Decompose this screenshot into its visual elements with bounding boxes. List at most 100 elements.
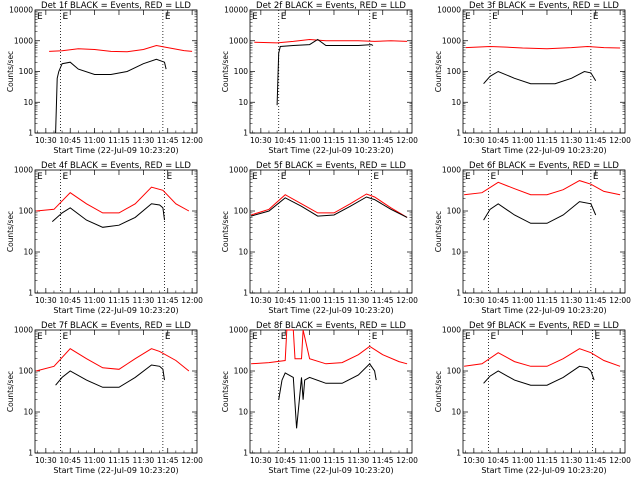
x-tick-label: 11:15 [323, 136, 345, 145]
x-tick-label: 11:00 [84, 136, 106, 145]
y-axis-label: Counts/sec [221, 51, 230, 92]
x-tick-label: 11:15 [323, 456, 345, 465]
y-axis-label: Counts/sec [6, 51, 15, 92]
detector-panel: Det 4f BLACK = Events, RED = LLD 1 10 100 10… [6, 161, 203, 315]
x-tick-label: 10:30 [250, 456, 272, 465]
eclipse-marker-label: E [252, 172, 258, 182]
y-axis-label: Counts/sec [6, 211, 15, 252]
series-line-lld [464, 180, 621, 196]
x-tick-label: 11:00 [512, 296, 534, 305]
eclipse-marker-label: E [252, 332, 258, 342]
eclipse-marker-label: E [490, 332, 496, 342]
x-tick-label: 12:00 [396, 296, 418, 305]
y-tick-label: 100 [447, 207, 462, 216]
eclipse-marker-label: E [593, 172, 599, 182]
y-tick-label: 1 [456, 449, 461, 458]
panel-title: Det 3f BLACK = Events, RED = LLD [469, 1, 619, 11]
eclipse-marker-label: E [252, 12, 258, 22]
series-line-lld [251, 329, 408, 365]
x-tick-label: 10:30 [35, 456, 57, 465]
y-tick-label: 1 [456, 129, 461, 138]
x-tick-label: 11:30 [133, 296, 155, 305]
eclipse-marker-label: E [281, 172, 287, 182]
y-tick-label: 10 [23, 408, 33, 417]
x-tick-label: 10:45 [487, 136, 509, 145]
x-tick-label: 10:45 [274, 136, 296, 145]
x-tick-label: 11:00 [299, 456, 321, 465]
panel-title: Det 2f BLACK = Events, RED = LLD [256, 1, 406, 11]
x-tick-label: 11:30 [561, 136, 583, 145]
x-tick-label: 11:45 [585, 296, 607, 305]
y-tick-label: 1000 [229, 326, 248, 335]
x-tick-label: 11:30 [348, 136, 370, 145]
y-tick-label: 100 [447, 67, 462, 76]
y-axis-label: Counts/sec [6, 371, 15, 412]
series-line-lld [254, 38, 408, 44]
x-axis-label: Start Time (22-Jul-09 10:23:20) [481, 466, 606, 475]
plot-frame [34, 329, 198, 454]
detector-panel: Det 8f BLACK = Events, RED = LLD 1 10 100 10… [221, 321, 418, 475]
x-tick-label: 11:00 [512, 136, 534, 145]
y-tick-label: 10 [238, 248, 248, 257]
y-tick-label: 100 [19, 67, 34, 76]
eclipse-marker-label: E [62, 332, 68, 342]
x-tick-label: 11:30 [348, 296, 370, 305]
y-tick-label: 10 [451, 98, 461, 107]
y-tick-label: 1000 [442, 166, 461, 175]
plot-frame [249, 329, 413, 454]
panel-title: Det 7f BLACK = Events, RED = LLD [41, 321, 191, 331]
x-tick-label: 10:30 [35, 296, 57, 305]
x-tick-label: 10:45 [274, 296, 296, 305]
x-tick-label: 10:45 [487, 296, 509, 305]
series-line-events [51, 203, 165, 228]
x-tick-label: 11:45 [372, 296, 394, 305]
x-tick-label: 11:15 [108, 136, 130, 145]
y-tick-label: 10 [238, 98, 248, 107]
y-tick-label: 1 [243, 129, 248, 138]
y-tick-label: 10 [23, 98, 33, 107]
x-axis-label: Start Time (22-Jul-09 10:23:20) [268, 306, 393, 315]
x-tick-label: 12:00 [181, 296, 203, 305]
x-tick-label: 11:30 [561, 456, 583, 465]
y-tick-label: 10000 [224, 6, 248, 15]
y-tick-label: 10 [238, 408, 248, 417]
eclipse-marker-label: E [62, 12, 68, 22]
eclipse-marker-label: E [594, 332, 600, 342]
plot-frame [462, 9, 626, 134]
series-line-events [55, 58, 167, 134]
detector-panel: Det 2f BLACK = Events, RED = LLD 1 10 100 10… [221, 1, 418, 155]
eclipse-marker-label: E [593, 12, 599, 22]
x-tick-label: 10:45 [487, 456, 509, 465]
x-tick-label: 11:15 [536, 456, 558, 465]
x-tick-label: 10:30 [250, 296, 272, 305]
series-line-events [483, 70, 597, 85]
x-tick-label: 10:30 [250, 136, 272, 145]
y-tick-label: 10 [451, 408, 461, 417]
x-tick-label: 11:45 [585, 136, 607, 145]
y-axis-label: Counts/sec [434, 51, 443, 92]
y-tick-label: 1 [28, 129, 33, 138]
eclipse-marker-label: E [165, 12, 171, 22]
y-tick-label: 10000 [9, 6, 33, 15]
x-tick-label: 12:00 [609, 136, 631, 145]
y-tick-label: 100 [19, 207, 34, 216]
detector-panel: Det 3f BLACK = Events, RED = LLD 1 10 100 10… [434, 1, 631, 155]
eclipse-marker-label: E [372, 332, 378, 342]
series-line-events [278, 363, 377, 429]
x-tick-label: 11:00 [299, 296, 321, 305]
y-tick-label: 100 [234, 367, 249, 376]
x-axis-label: Start Time (22-Jul-09 10:23:20) [53, 466, 178, 475]
panel-title: Det 6f BLACK = Events, RED = LLD [469, 161, 619, 171]
x-axis-label: Start Time (22-Jul-09 10:23:20) [481, 146, 606, 155]
detector-panel: Det 9f BLACK = Events, RED = LLD 1 10 100 10… [434, 321, 631, 475]
series-line-events [483, 201, 597, 224]
x-tick-label: 10:30 [463, 296, 485, 305]
eclipse-marker-label: E [37, 172, 43, 182]
x-tick-label: 11:45 [372, 456, 394, 465]
x-tick-label: 11:30 [561, 296, 583, 305]
x-tick-label: 11:45 [157, 136, 179, 145]
eclipse-marker-label: E [465, 332, 471, 342]
x-tick-label: 11:00 [299, 136, 321, 145]
y-tick-label: 1 [243, 449, 248, 458]
